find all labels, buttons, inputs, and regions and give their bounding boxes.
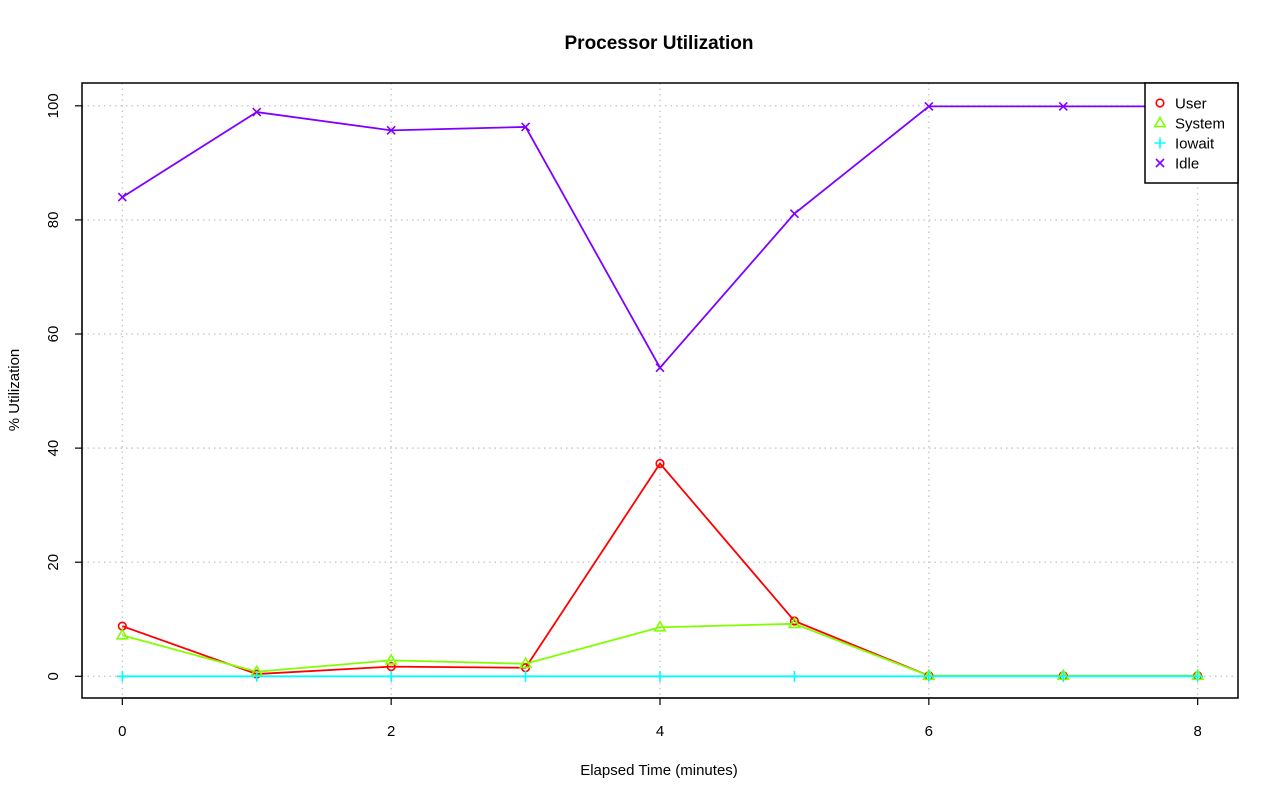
y-tick-label: 100 — [45, 93, 62, 118]
legend-marker-iowait — [1154, 137, 1166, 149]
data-point-idle — [924, 101, 934, 111]
data-point-idle — [655, 363, 665, 373]
legend-label-system: System — [1175, 116, 1225, 133]
data-point-iowait — [251, 670, 263, 682]
y-tick-label: 20 — [45, 554, 62, 571]
x-tick-label: 2 — [387, 723, 395, 740]
legend-label-idle: Idle — [1175, 156, 1199, 173]
legend-label-iowait: Iowait — [1175, 136, 1215, 153]
data-point-system — [653, 620, 667, 632]
series-markers — [115, 101, 1205, 682]
data-point-system — [787, 616, 801, 629]
x-axis: 0 2 4 6 8 — [118, 697, 1202, 740]
data-point-system — [115, 628, 129, 640]
data-point-iowait — [116, 670, 128, 682]
data-point-iowait — [520, 670, 532, 682]
chart-title: Processor Utilization — [565, 33, 754, 54]
data-point-iowait — [654, 670, 666, 682]
data-point-idle — [789, 209, 799, 219]
legend-label-user: User — [1175, 96, 1207, 113]
data-point-idle — [117, 192, 127, 202]
legend-marker-system — [1153, 115, 1167, 128]
series-line-user — [122, 462, 1198, 677]
y-axis-label: % Utilization — [6, 349, 23, 432]
data-point-user — [655, 458, 665, 469]
data-point-user — [386, 662, 396, 672]
data-point-idle — [521, 122, 531, 132]
y-axis: 0 20 40 60 80 100 — [45, 93, 83, 680]
data-point-idle — [1058, 101, 1068, 111]
x-axis-label: Elapsed Time (minutes) — [580, 762, 738, 779]
x-tick-label: 6 — [925, 723, 933, 740]
x-tick-label: 0 — [118, 723, 126, 740]
x-tick-label: 4 — [656, 723, 664, 740]
legend-marker-user — [1155, 98, 1165, 108]
grid-lines — [82, 83, 1238, 698]
legend: User System Iowait Idle — [1144, 82, 1239, 184]
data-point-system — [384, 653, 398, 665]
data-point-idle — [386, 125, 396, 135]
y-tick-label: 40 — [45, 440, 62, 457]
legend-marker-idle — [1155, 158, 1165, 168]
data-point-iowait — [788, 670, 800, 682]
x-tick-label: 8 — [1194, 723, 1202, 740]
data-point-iowait — [923, 670, 935, 682]
data-point-iowait — [385, 670, 397, 682]
y-tick-label: 80 — [45, 212, 62, 229]
data-point-iowait — [1192, 670, 1204, 682]
data-point-system — [519, 656, 533, 669]
data-point-idle — [252, 107, 262, 117]
data-point-iowait — [1057, 670, 1069, 682]
y-tick-label: 0 — [45, 672, 62, 680]
y-tick-label: 60 — [45, 326, 62, 343]
